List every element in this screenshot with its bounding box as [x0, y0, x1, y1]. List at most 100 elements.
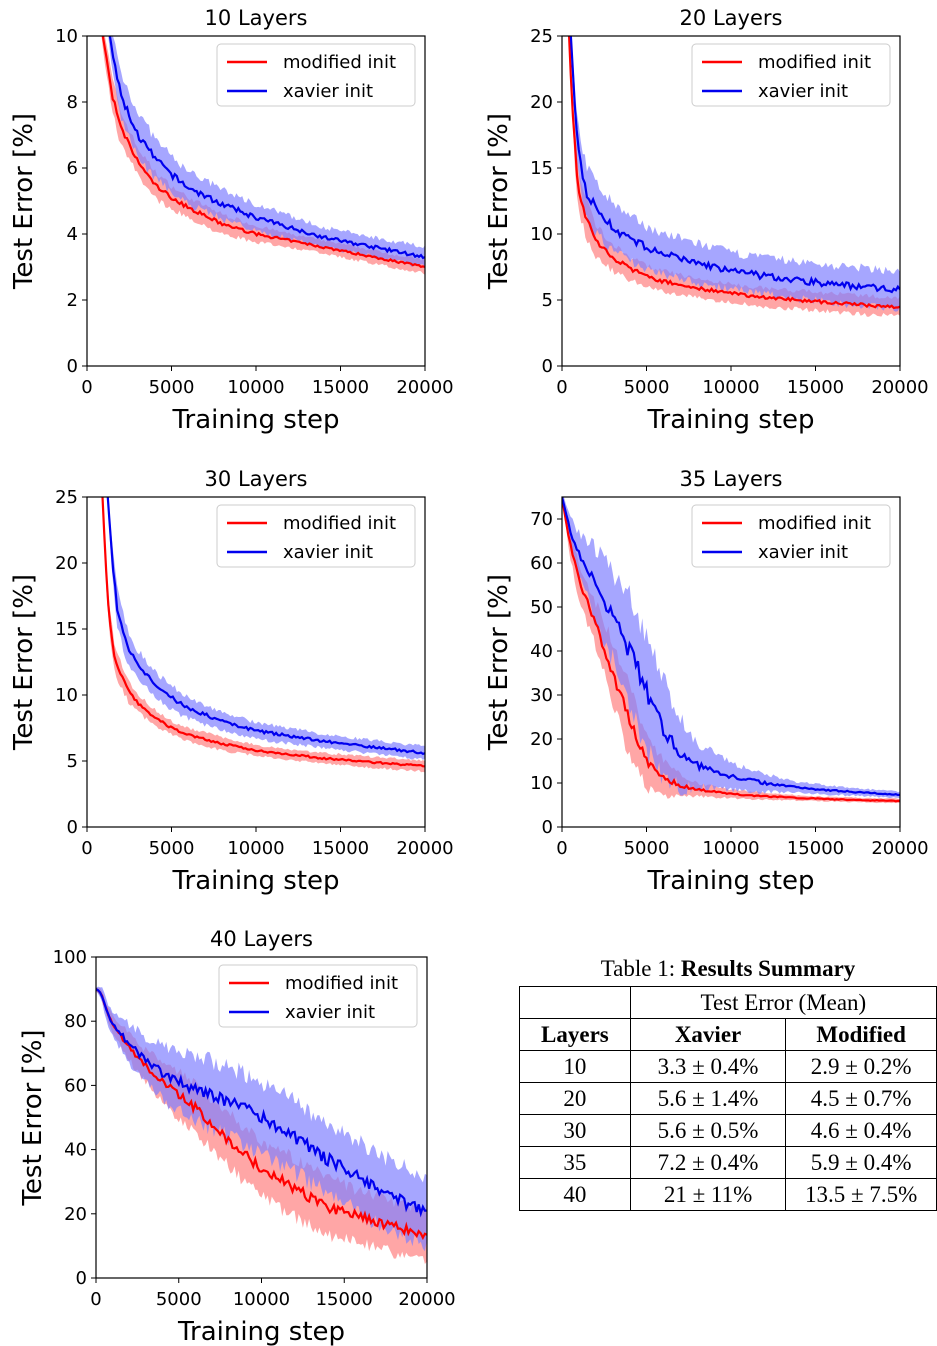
- chart-panel-4: 0 5000 10000 15000 20000 0 10 20 30 40 50 60 70 35 La…: [484, 467, 929, 896]
- y-axis-label: Test Error [%]: [9, 574, 39, 751]
- table-cell-modified: 5.9 ± 0.4%: [785, 1146, 937, 1179]
- table-cell-modified: 2.9 ± 0.2%: [785, 1050, 937, 1083]
- legend: modified init xavier init: [691, 504, 891, 568]
- x-tick-label: 10000: [227, 838, 284, 859]
- x-tick-label: 15000: [787, 838, 844, 859]
- x-tick-label: 5000: [624, 838, 670, 859]
- x-axis-label: Training step: [171, 405, 339, 435]
- y-tick-label: 5: [67, 751, 78, 772]
- legend: modified init xavier init: [216, 504, 416, 568]
- plot-area: [96, 986, 427, 1264]
- y-tick-label: 70: [530, 509, 553, 530]
- x-tick-label: 0: [81, 838, 92, 859]
- series-band-xavier: [570, 36, 900, 312]
- x-tick-label: 5000: [156, 1289, 202, 1310]
- table-caption-prefix: Table 1:: [600, 956, 676, 981]
- y-tick-label: 0: [67, 817, 78, 838]
- plot-area: [101, 36, 425, 275]
- y-axis-label: Test Error [%]: [484, 574, 514, 751]
- table-group-header-row: Test Error (Mean): [519, 986, 937, 1019]
- x-tick-label: 15000: [316, 1289, 373, 1310]
- table-cell-xavier: 5.6 ± 1.4%: [629, 1082, 787, 1115]
- table-cell-layers: 20: [519, 1082, 631, 1115]
- y-tick-label: 20: [55, 553, 78, 574]
- y-tick-label: 80: [64, 1011, 87, 1032]
- y-tick-label: 60: [530, 553, 553, 574]
- y-tick-label: 8: [67, 92, 78, 113]
- chart-panel-5: 0 5000 10000 15000 20000 0 20 40 60 80 100 40 Layer…: [18, 927, 456, 1346]
- x-tick-label: 0: [556, 838, 567, 859]
- table-header-row: Layers Xavier Modified: [519, 1018, 937, 1051]
- legend: modified init xavier init: [218, 964, 418, 1028]
- chart-panel-3: 0 5000 10000 15000 20000 0 5 10 15 20 25 30 Layers T…: [9, 467, 454, 896]
- table-cell-xavier: 21 ± 11%: [629, 1178, 787, 1211]
- y-tick-label: 15: [55, 619, 78, 640]
- table-cell-modified: 13.5 ± 7.5%: [785, 1178, 937, 1211]
- table-header-modified: Modified: [785, 1018, 937, 1051]
- plot-area: [101, 497, 425, 773]
- series-band-modified: [101, 36, 425, 275]
- x-tick-label: 0: [90, 1289, 101, 1310]
- series-line-modified: [567, 36, 900, 310]
- legend-label: modified init: [283, 513, 396, 534]
- y-axis-label: Test Error [%]: [484, 113, 514, 290]
- table-cell-modified: 4.6 ± 0.4%: [785, 1114, 937, 1147]
- table-row: 30 5.6 ± 0.5% 4.6 ± 0.4%: [519, 1114, 937, 1147]
- series-line-modified: [101, 497, 425, 768]
- y-tick-label: 30: [530, 685, 553, 706]
- x-tick-label: 0: [81, 377, 92, 398]
- x-axis-label: Training step: [646, 866, 814, 896]
- y-tick-label: 100: [53, 947, 87, 968]
- legend-label: xavier init: [285, 1002, 375, 1023]
- table-row: 10 3.3 ± 0.4% 2.9 ± 0.2%: [519, 1050, 937, 1083]
- table-row: 20 5.6 ± 1.4% 4.5 ± 0.7%: [519, 1082, 937, 1115]
- legend-label: xavier init: [283, 542, 373, 563]
- chart-title: 10 Layers: [205, 6, 308, 30]
- y-tick-label: 10: [530, 773, 553, 794]
- x-tick-label: 5000: [149, 838, 195, 859]
- table-cell-layers: 40: [519, 1178, 631, 1211]
- legend-label: modified init: [285, 973, 398, 994]
- table-row: 40 21 ± 11% 13.5 ± 7.5%: [519, 1178, 937, 1211]
- legend-label: xavier init: [758, 542, 848, 563]
- series-band-xavier: [562, 497, 900, 799]
- y-tick-label: 25: [530, 26, 553, 47]
- x-tick-label: 10000: [702, 377, 759, 398]
- series-line-xavier: [562, 497, 900, 796]
- y-tick-label: 50: [530, 597, 553, 618]
- table-cell-xavier: 7.2 ± 0.4%: [629, 1146, 787, 1179]
- table-cell-layers: 30: [519, 1114, 631, 1147]
- y-tick-label: 6: [67, 158, 78, 179]
- x-tick-label: 10000: [227, 377, 284, 398]
- y-tick-label: 20: [530, 92, 553, 113]
- x-tick-label: 5000: [149, 377, 195, 398]
- y-tick-label: 25: [55, 487, 78, 508]
- y-tick-label: 20: [530, 729, 553, 750]
- chart-title: 35 Layers: [680, 467, 783, 491]
- results-table-grid: Test Error (Mean) Layers Xavier Modified…: [519, 986, 937, 1211]
- x-axis-label: Training step: [177, 1317, 345, 1346]
- y-tick-label: 2: [67, 290, 78, 311]
- y-axis-label: Test Error [%]: [18, 1029, 48, 1206]
- table-header-layers: Layers: [519, 1018, 631, 1051]
- y-tick-label: 0: [542, 817, 553, 838]
- x-tick-label: 0: [556, 377, 567, 398]
- chart-title: 20 Layers: [680, 6, 783, 30]
- x-tick-label: 20000: [396, 377, 453, 398]
- series-line-xavier: [569, 36, 900, 294]
- series-line-modified: [101, 36, 425, 269]
- legend-label: xavier init: [283, 81, 373, 102]
- y-tick-label: 15: [530, 158, 553, 179]
- table-cell-xavier: 3.3 ± 0.4%: [629, 1050, 787, 1083]
- x-tick-label: 5000: [624, 377, 670, 398]
- x-tick-label: 20000: [396, 838, 453, 859]
- x-tick-label: 10000: [702, 838, 759, 859]
- y-tick-label: 0: [67, 356, 78, 377]
- legend: modified init xavier init: [216, 43, 416, 107]
- legend-label: modified init: [758, 52, 871, 73]
- y-tick-label: 10: [55, 26, 78, 47]
- chart-panel-2: 0 5000 10000 15000 20000 0 5 10 15 20 25 20 Layers T…: [484, 6, 929, 435]
- table-caption: Table 1: Results Summary: [519, 952, 937, 986]
- table-header-xavier: Xavier: [629, 1018, 787, 1051]
- y-tick-label: 40: [64, 1140, 87, 1161]
